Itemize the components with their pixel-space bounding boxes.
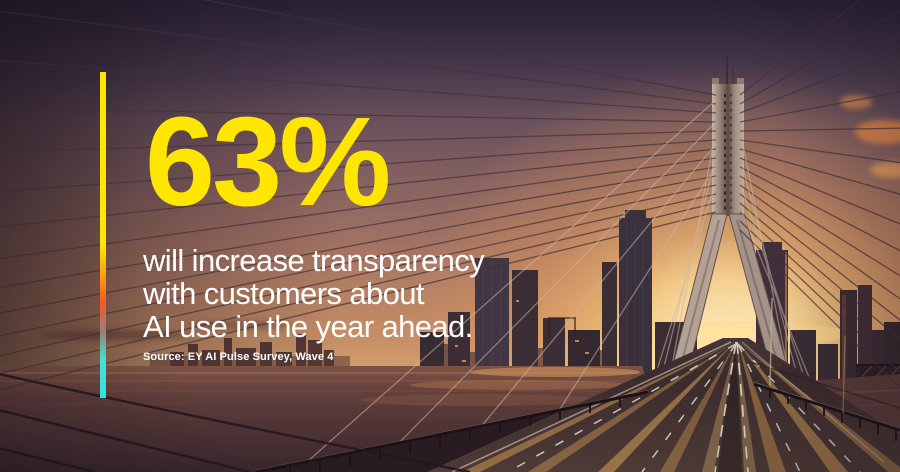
- statement-line: with customers about: [143, 276, 425, 311]
- source-text: Source: EY AI Pulse Survey, Wave 4: [143, 351, 334, 363]
- stat-value: 63%: [145, 91, 391, 232]
- accent-bar: [100, 72, 106, 398]
- statement-line: will increase transparency: [143, 243, 485, 278]
- statement-text: will increase transparency with customer…: [143, 243, 485, 344]
- statement-line: AI use in the year ahead.: [143, 309, 473, 344]
